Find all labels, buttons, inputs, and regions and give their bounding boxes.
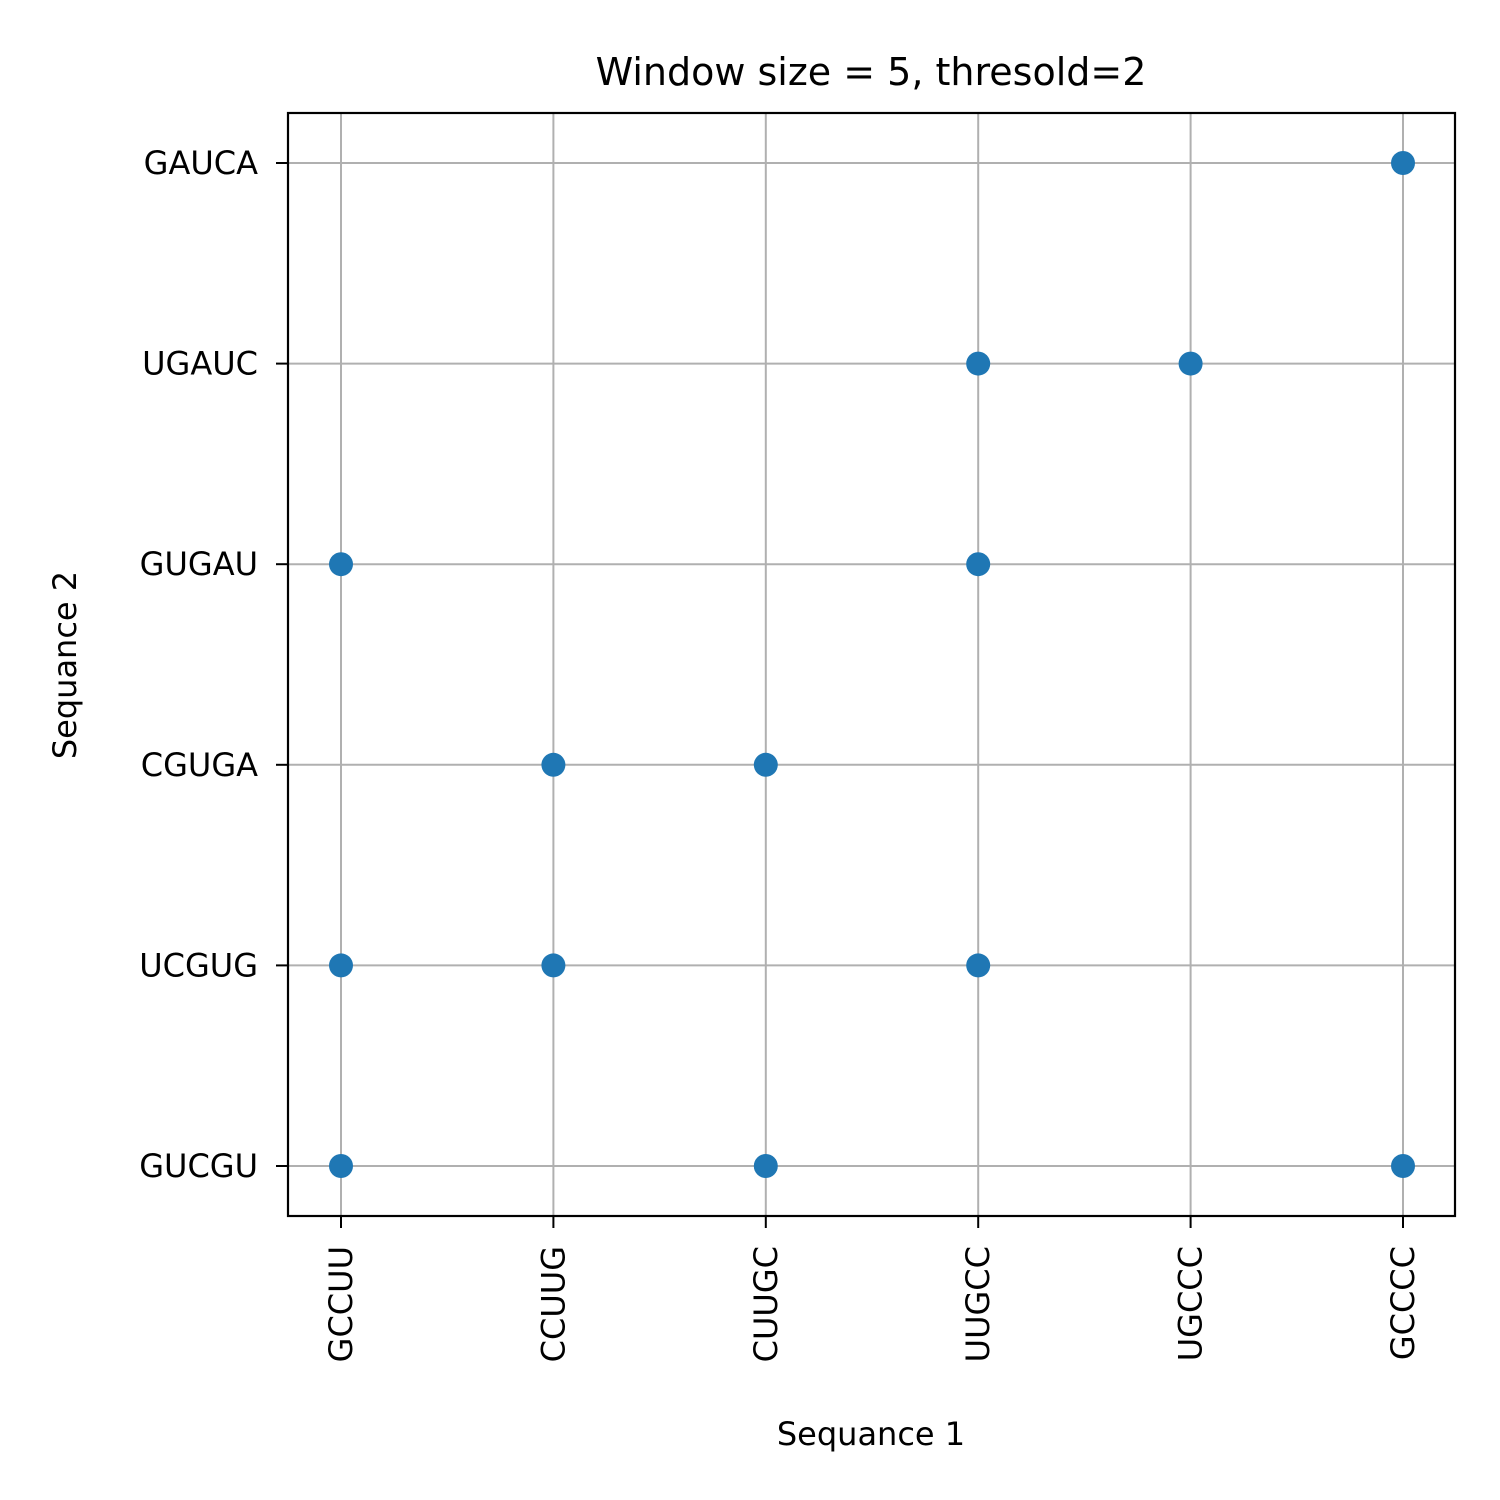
x-axis-label: Sequance 1	[777, 1415, 965, 1453]
x-tick-label: UUGCC	[959, 1246, 997, 1362]
y-tick-label: UGAUC	[142, 345, 258, 383]
x-tick-label: GCCUU	[322, 1246, 360, 1362]
axis-ticks: GCCUU CCUUG CUUGC UUGCC UGCCC GCCCC GUCGU UCGUG…	[139, 144, 1422, 1362]
scatter-point	[1391, 151, 1415, 175]
scatter-point	[966, 552, 991, 577]
x-tick-label: UGCCC	[1172, 1246, 1210, 1361]
scatter-point	[329, 953, 353, 978]
scatter-point	[1391, 1154, 1415, 1178]
plot-frame	[286, 111, 1457, 1218]
scatter-point	[329, 552, 353, 577]
y-tick-label: GUCGU	[139, 1147, 258, 1185]
y-tick-label: UCGUG	[139, 946, 258, 984]
scatter-point	[753, 1154, 778, 1178]
y-tick-label: GUGAU	[140, 545, 258, 583]
y-axis-label: Sequance 2	[46, 571, 84, 759]
scatter-point	[966, 953, 991, 978]
y-tick-label: CGUGA	[141, 746, 258, 784]
scatter-point	[753, 752, 778, 777]
y-tick-label: GAUCA	[144, 144, 258, 182]
scatter-point	[541, 953, 566, 978]
x-tick-label: CUUGC	[747, 1246, 785, 1362]
data-points	[329, 151, 1415, 1178]
scatter-point	[966, 351, 991, 376]
scatter-point	[329, 1154, 353, 1178]
scatter-point	[1178, 351, 1203, 376]
x-tick-label: CCUUG	[534, 1246, 572, 1362]
scatter-point	[541, 752, 566, 777]
grid	[288, 113, 1455, 1216]
chart-title: Window size = 5, thresold=2	[596, 50, 1147, 94]
x-tick-label: GCCCC	[1384, 1246, 1422, 1360]
